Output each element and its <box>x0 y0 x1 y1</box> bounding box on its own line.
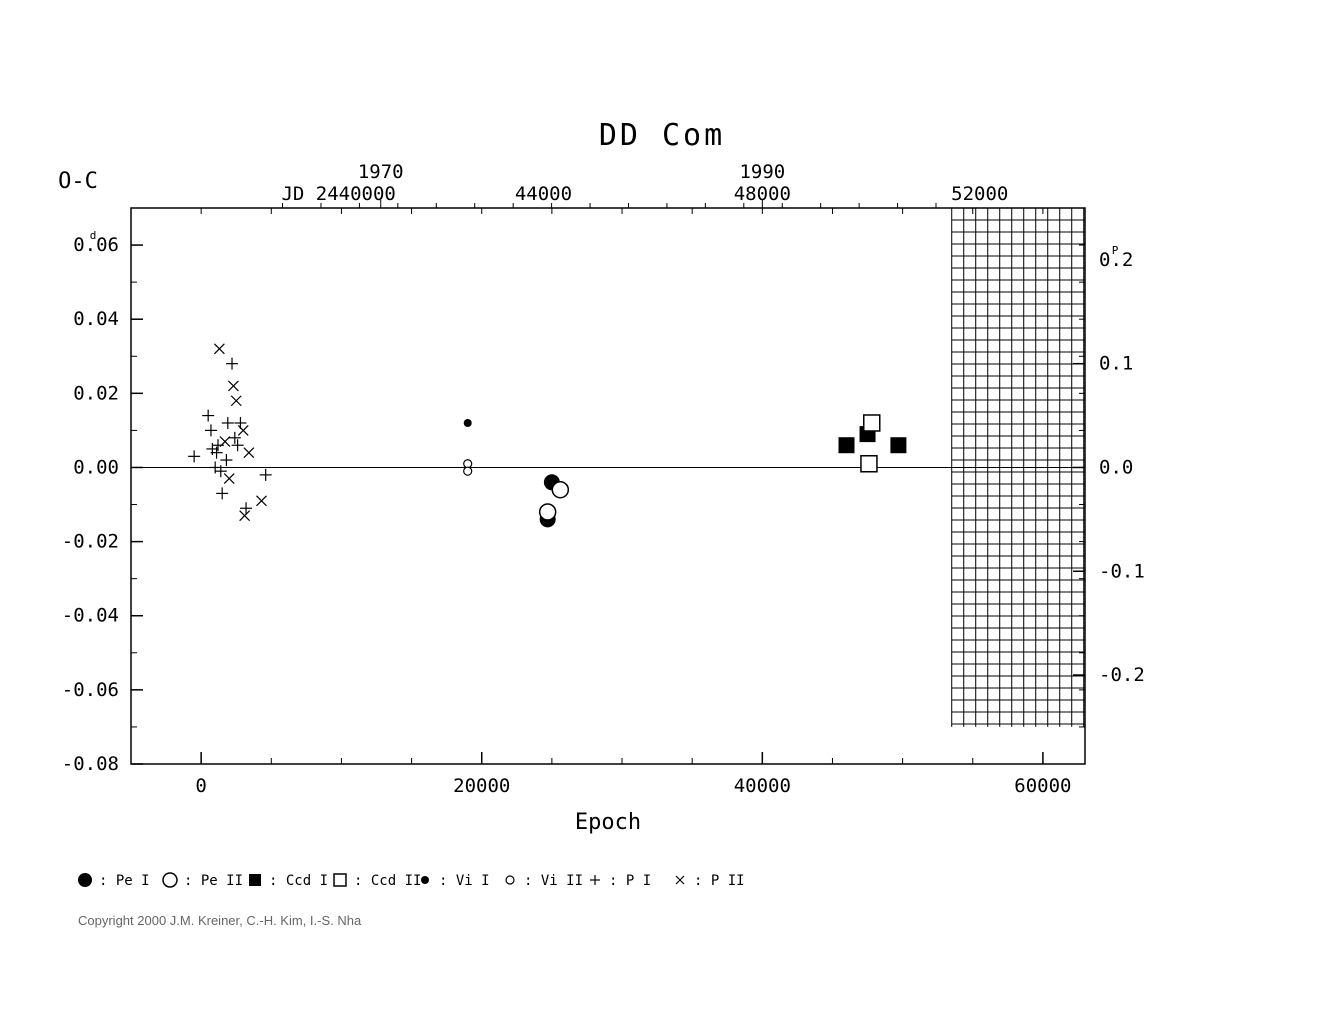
plot-border <box>131 208 1085 764</box>
svg-text:20000: 20000 <box>453 775 510 797</box>
svg-text:1990: 1990 <box>739 161 785 183</box>
svg-text:-0.06: -0.06 <box>62 679 119 701</box>
svg-text:-0.2: -0.2 <box>1099 664 1145 686</box>
series-ccd-ii <box>861 415 880 472</box>
svg-text:: Vi I: : Vi I <box>439 873 490 889</box>
svg-text:: Ccd II: : Ccd II <box>354 873 421 889</box>
series-vi-i <box>464 419 472 427</box>
series-p-i <box>188 358 272 515</box>
svg-text:40000: 40000 <box>734 775 791 797</box>
svg-text:0.04: 0.04 <box>73 308 119 330</box>
x-axis-label: Epoch <box>575 810 641 835</box>
x-axis-top-jd: JD 2440000 44000 48000 52000 <box>281 183 1008 205</box>
legend: : Pe I : Pe II : Ccd I : Ccd II : Vi I : Vi I… <box>78 873 745 889</box>
x-axis-bottom: 0 20000 40000 60000 <box>195 208 1071 797</box>
svg-text:: Pe II: : Pe II <box>184 873 243 889</box>
chart-title: DD Com <box>599 118 725 153</box>
svg-text:-0.1: -0.1 <box>1099 560 1145 582</box>
svg-text:52000: 52000 <box>951 183 1008 205</box>
svg-text:d: d <box>90 229 97 242</box>
svg-text:48000: 48000 <box>734 183 791 205</box>
svg-text:0.1: 0.1 <box>1099 353 1133 375</box>
svg-text:0.0: 0.0 <box>1099 456 1133 478</box>
copyright-text: Copyright 2000 J.M. Kreiner, C.-H. Kim, … <box>78 913 362 928</box>
svg-text:0.00: 0.00 <box>73 456 119 478</box>
svg-text:1970: 1970 <box>358 161 404 183</box>
svg-text:44000: 44000 <box>515 183 572 205</box>
svg-text:: Vi II: : Vi II <box>524 873 583 889</box>
svg-text:60000: 60000 <box>1014 775 1071 797</box>
svg-text:: P II: : P II <box>694 873 745 889</box>
series-pe-ii <box>540 482 569 520</box>
oc-scatter-chart: DD Com0200004000060000Epoch19701990JD 24… <box>0 0 1325 1020</box>
svg-text:JD 2440000: JD 2440000 <box>281 183 395 205</box>
svg-text:0.02: 0.02 <box>73 382 119 404</box>
svg-text:: Ccd I: : Ccd I <box>269 873 328 889</box>
svg-text:0: 0 <box>195 775 206 797</box>
svg-text:: P I: : P I <box>609 873 651 889</box>
svg-text:-0.08: -0.08 <box>62 753 119 775</box>
y-axis-left-label: O-C <box>58 169 98 194</box>
y-axis-left: -0.08-0.06-0.04-0.020.000.020.040.06d <box>62 229 1085 775</box>
svg-text:: Pe I: : Pe I <box>99 873 150 889</box>
svg-text:-0.02: -0.02 <box>62 531 119 553</box>
svg-text:P: P <box>1112 244 1119 257</box>
svg-text:-0.04: -0.04 <box>62 605 119 627</box>
